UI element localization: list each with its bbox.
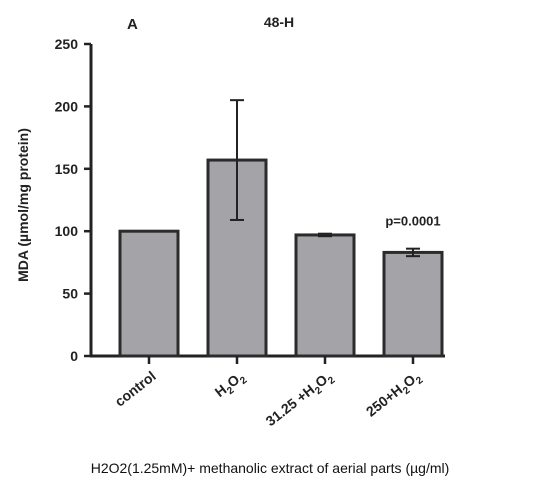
x-tick-label-group: control [112,368,159,410]
bar [294,233,356,358]
x-tick-label: 250+H2O2 [363,367,426,422]
x-tick-label: 31.25 +H2O2 [263,367,338,432]
y-tick-label: 250 [55,36,79,52]
bar [382,250,444,358]
panel-label: A [127,16,138,33]
y-tick-label: 150 [55,161,79,177]
x-tick-label-group: 31.25 +H2O2 [263,367,338,432]
x-tick-label-group: H2O2 [212,367,250,403]
bar [118,229,180,358]
p-value-annotation: p=0.0001 [385,214,440,229]
y-axis-label: MDA (µmol/mg protein) [15,128,31,282]
x-tick-label: H2O2 [212,367,250,403]
y-tick-label: 100 [55,223,79,239]
y-tick-label: 50 [62,286,78,302]
y-tick-label: 200 [55,98,79,114]
x-tick-label: control [112,368,159,410]
chart-title: 48-H [264,14,294,30]
x-axis-label: H2O2(1.25mM)+ methanolic extract of aeri… [90,460,450,476]
y-tick-label: 0 [70,348,78,364]
x-tick-label-group: 250+H2O2 [363,367,426,422]
